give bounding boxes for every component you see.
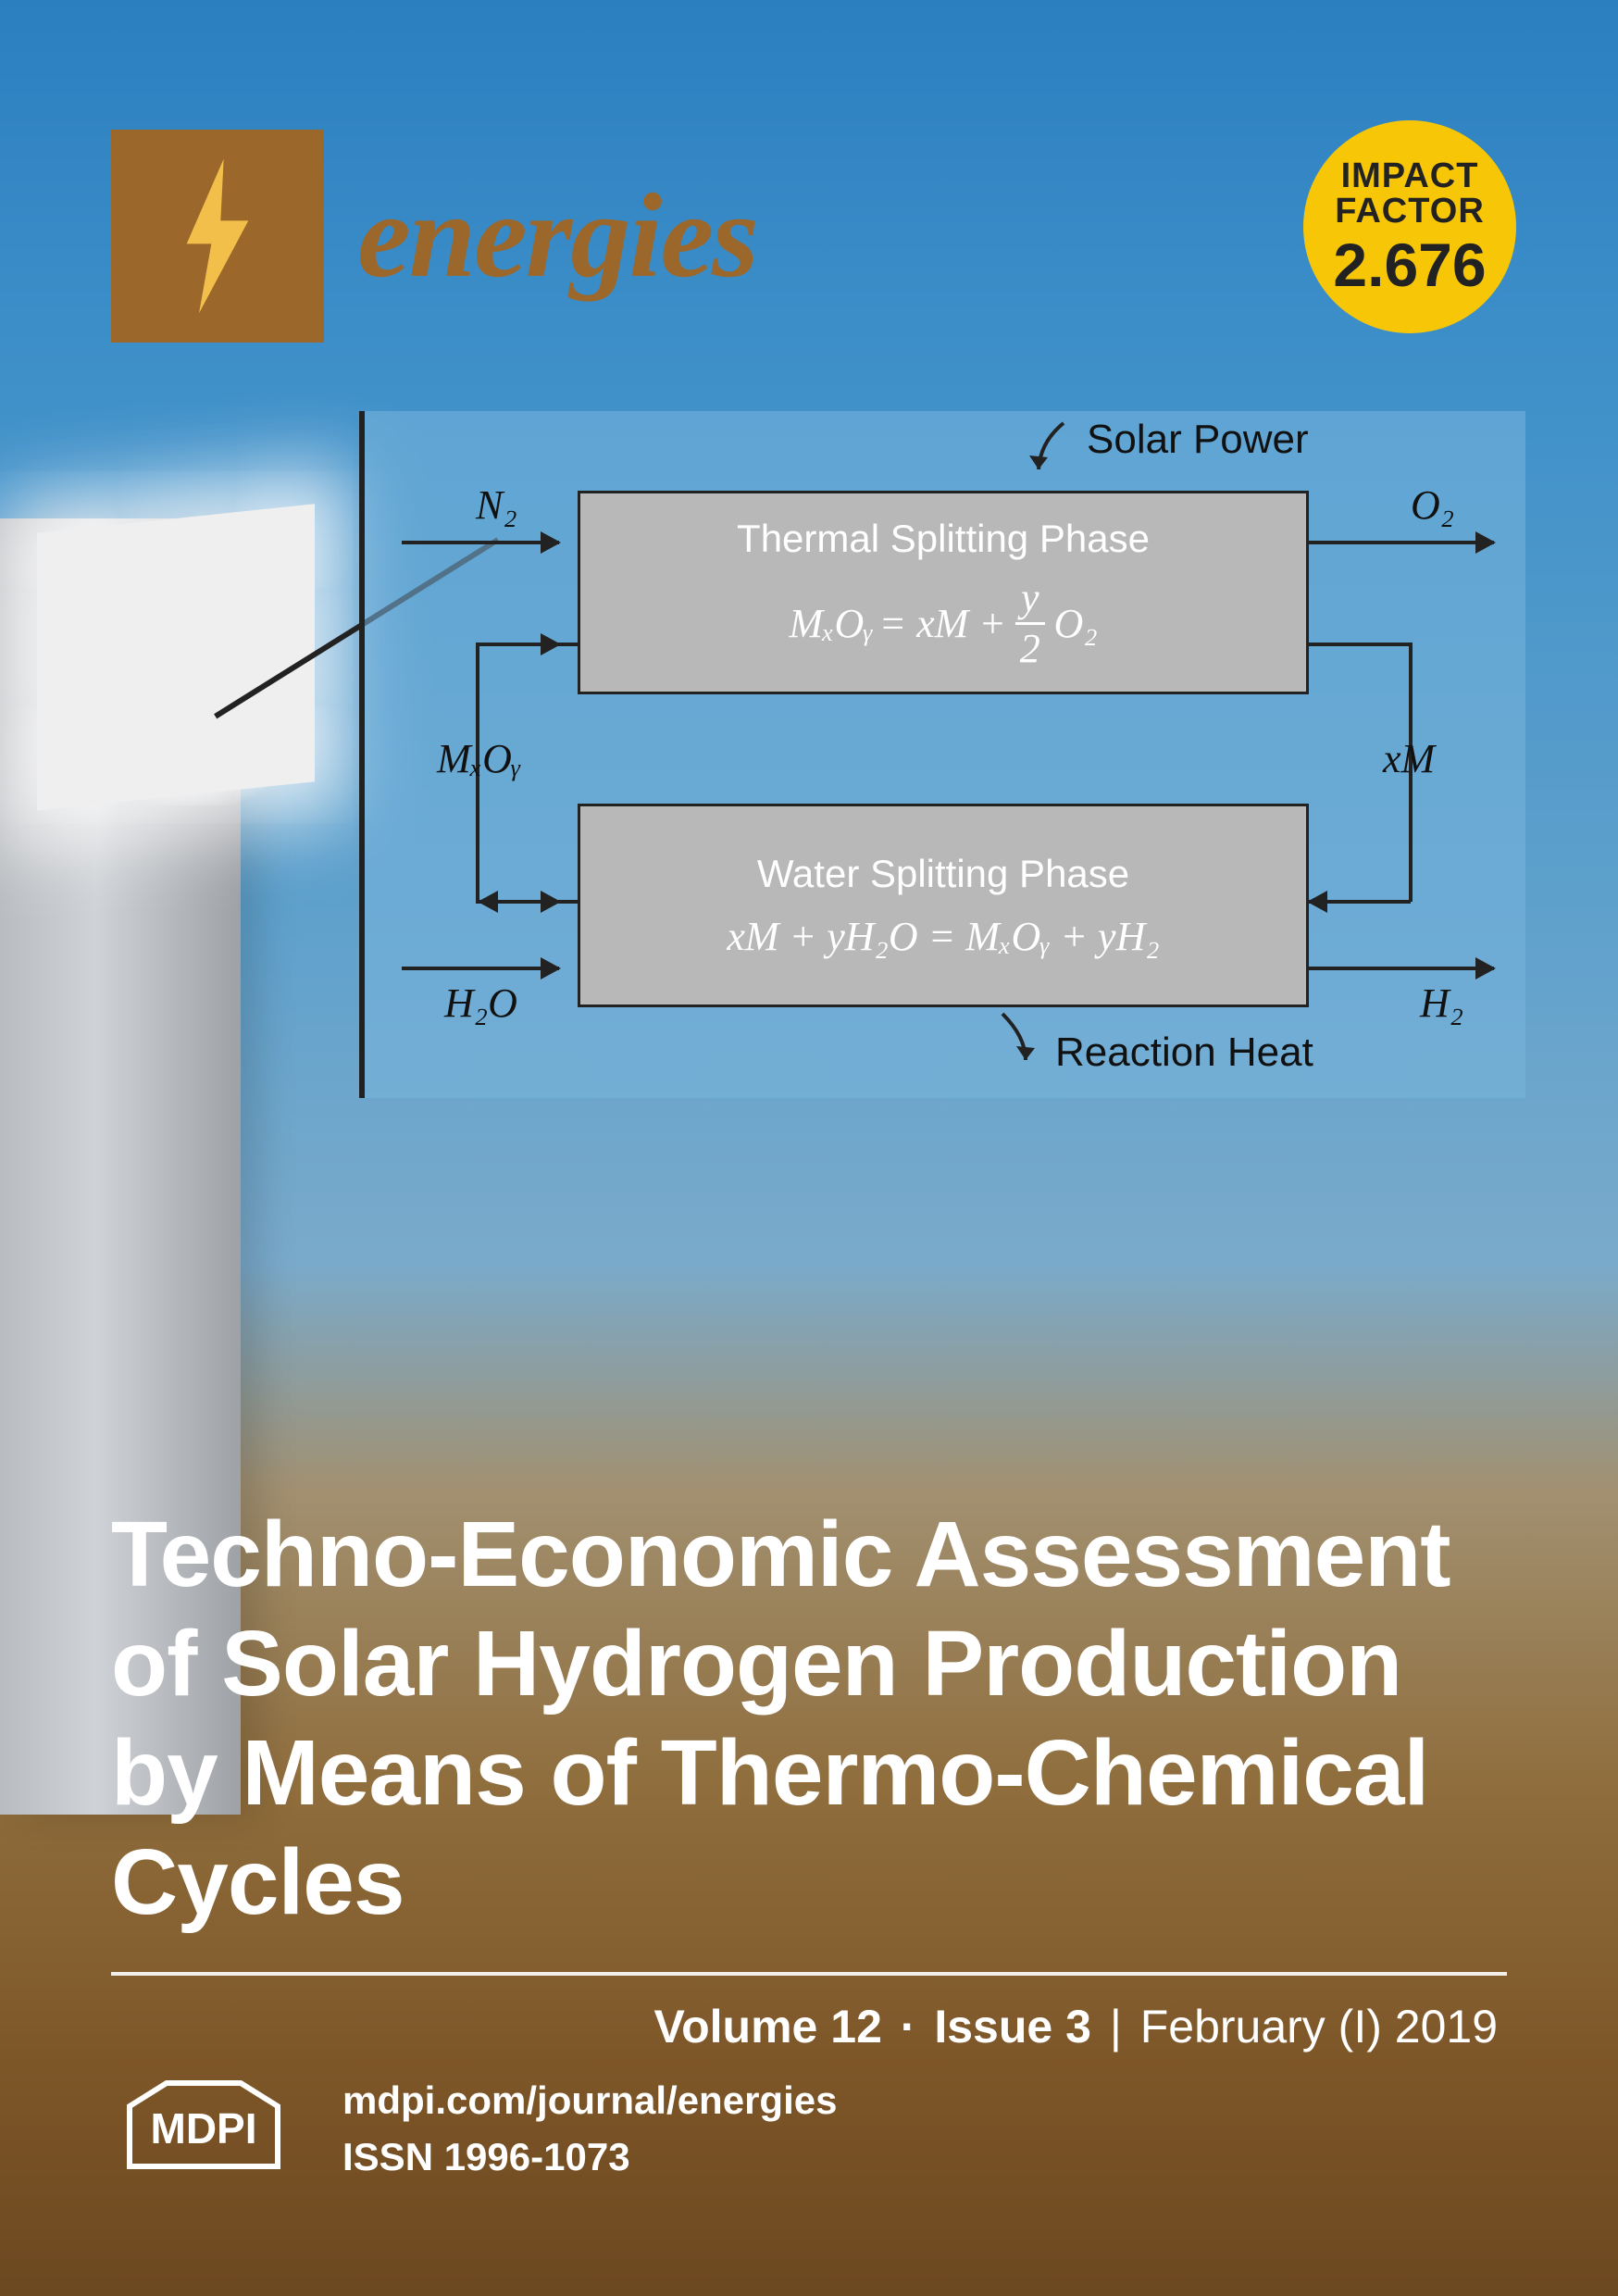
eq-part: xM + yH₂O = MₓOᵧ + yH₂ bbox=[727, 913, 1159, 960]
footer-issn: ISSN 1996-1073 bbox=[342, 2129, 837, 2186]
box-thermal-splitting: Thermal Splitting Phase MₓOᵧ = xM + y 2 … bbox=[578, 491, 1309, 694]
impact-factor-badge: IMPACT FACTOR 2.676 bbox=[1303, 120, 1516, 333]
issue-date: February (I) 2019 bbox=[1140, 2001, 1498, 2053]
label-h2o: H₂O bbox=[444, 980, 517, 1027]
eq-part: MₓOᵧ bbox=[789, 600, 873, 647]
eq-frac-den: 2 bbox=[1020, 625, 1040, 669]
footer-text: mdpi.com/journal/energies ISSN 1996-1073 bbox=[342, 2073, 837, 2186]
box2-title: Water Splitting Phase bbox=[757, 852, 1129, 896]
eq-frac-num: y bbox=[1015, 578, 1045, 625]
arrow-o2-out bbox=[1309, 541, 1494, 544]
arrow-into-box2-right bbox=[1309, 900, 1411, 904]
label-solar-power: Solar Power bbox=[1087, 417, 1309, 463]
title-rule bbox=[111, 1972, 1507, 1976]
box1-title: Thermal Splitting Phase bbox=[737, 517, 1150, 561]
issue-line: Volume 12 · Issue 3 | February (I) 2019 bbox=[653, 2000, 1498, 2053]
arrow-h2-out bbox=[1309, 967, 1494, 970]
background-tower-receiver bbox=[37, 504, 315, 811]
eq-part: = xM + bbox=[878, 600, 1006, 647]
footer-url: mdpi.com/journal/energies bbox=[342, 2073, 837, 2129]
footer: MDPI mdpi.com/journal/energies ISSN 1996… bbox=[111, 2065, 837, 2194]
journal-logo-square bbox=[111, 130, 324, 343]
arrow-h2o-in bbox=[402, 967, 559, 970]
arrow-solar-power bbox=[1022, 418, 1077, 483]
label-n2: N₂ bbox=[476, 481, 517, 529]
label-reaction-heat: Reaction Heat bbox=[1055, 1029, 1313, 1076]
eq-part: O₂ bbox=[1054, 600, 1098, 647]
volume-label: Volume 12 bbox=[653, 2001, 881, 2053]
arrow-out-box2-left bbox=[479, 900, 578, 904]
mdpi-text: MDPI bbox=[151, 2104, 257, 2152]
impact-label-2: FACTOR bbox=[1335, 193, 1485, 229]
conn-box1-right-out bbox=[1309, 643, 1411, 646]
label-mxoy: MₓOᵧ bbox=[437, 735, 521, 782]
arrow-reaction-heat bbox=[989, 1009, 1044, 1074]
box-water-splitting: Water Splitting Phase xM + yH₂O = MₓOᵧ +… bbox=[578, 804, 1309, 1007]
cover-title: Techno-Economic Assessment of Solar Hydr… bbox=[111, 1500, 1507, 1937]
label-xm: xM bbox=[1383, 735, 1435, 782]
impact-label-1: IMPACT bbox=[1341, 158, 1479, 193]
label-o2: O₂ bbox=[1411, 481, 1454, 529]
eq-fraction: y 2 bbox=[1015, 578, 1045, 669]
bolt-icon bbox=[171, 157, 264, 315]
mdpi-logo: MDPI bbox=[111, 2065, 296, 2194]
arrow-n2-in bbox=[402, 541, 559, 544]
journal-name: energies bbox=[357, 167, 757, 306]
issue-label: Issue 3 bbox=[934, 2001, 1091, 2053]
process-diagram: Solar Power Thermal Splitting Phase MₓOᵧ… bbox=[359, 411, 1525, 1098]
arrow-into-box1-left bbox=[476, 643, 559, 646]
box1-equation: MₓOᵧ = xM + y 2 O₂ bbox=[789, 578, 1097, 669]
impact-value: 2.676 bbox=[1333, 234, 1486, 295]
box2-equation: xM + yH₂O = MₓOᵧ + yH₂ bbox=[727, 913, 1159, 960]
issue-dot: · bbox=[901, 2001, 916, 2053]
journal-logo-block: energies bbox=[111, 130, 757, 343]
label-h2: H₂ bbox=[1420, 980, 1463, 1027]
